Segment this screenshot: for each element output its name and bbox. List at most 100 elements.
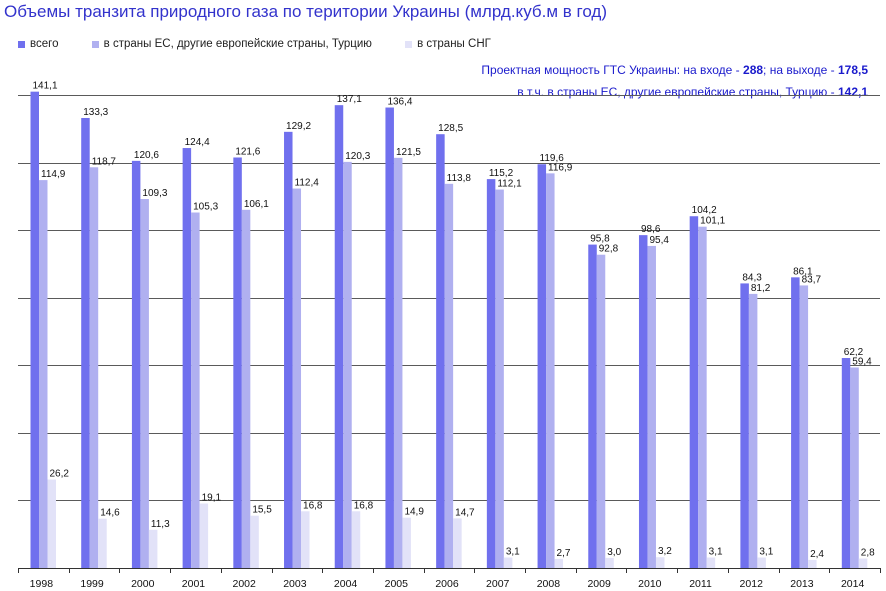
- x-tick-label: 2005: [385, 578, 409, 590]
- bar: [453, 518, 462, 568]
- bar: [292, 188, 302, 569]
- x-tick-label: 2001: [182, 578, 206, 590]
- bar: [655, 557, 665, 568]
- x-tick-label: 2008: [537, 578, 561, 590]
- legend-swatch-eu: [91, 40, 99, 48]
- bar: [808, 559, 817, 568]
- data-label: 118,7: [92, 156, 117, 167]
- bar: [89, 167, 99, 568]
- bar: [554, 558, 564, 568]
- data-label: 11,3: [151, 519, 170, 530]
- bar: [858, 558, 868, 568]
- data-label: 84,3: [742, 272, 762, 283]
- data-label: 2,8: [861, 548, 875, 559]
- bar: [850, 367, 859, 568]
- data-label: 3,2: [658, 546, 672, 557]
- bar: [98, 518, 107, 568]
- legend-item-eu: в страны ЕС, другие европейские страны, …: [91, 38, 372, 50]
- x-tick-label: 2002: [232, 578, 256, 590]
- bar: [706, 557, 716, 568]
- data-label: 105,3: [193, 202, 218, 213]
- data-label: 19,1: [202, 493, 222, 504]
- bar: [131, 160, 141, 569]
- data-label: 95,8: [590, 234, 610, 245]
- bar: [182, 148, 192, 568]
- data-label: 112,1: [497, 179, 522, 190]
- data-label: 2,7: [557, 548, 571, 559]
- bar: [81, 117, 90, 569]
- data-label: 114,9: [41, 169, 66, 180]
- data-label: 120,6: [134, 150, 159, 161]
- x-tick-label: 2010: [638, 578, 662, 590]
- bar: [791, 277, 800, 568]
- data-label: 3,1: [506, 547, 520, 558]
- bar: [647, 245, 656, 568]
- data-label: 83,7: [802, 274, 822, 285]
- bar: [250, 515, 259, 568]
- data-label: 92,8: [599, 244, 619, 255]
- legend-swatch-cis: [405, 40, 413, 48]
- data-label: 112,4: [295, 178, 320, 189]
- data-label: 109,3: [142, 188, 167, 199]
- bar: [39, 180, 48, 568]
- legend-label-cis: в страны СНГ: [417, 38, 491, 50]
- bar: [757, 557, 766, 568]
- data-label: 116,9: [548, 162, 573, 173]
- data-label: 81,2: [751, 283, 771, 294]
- bar: [698, 226, 707, 568]
- data-label: 136,4: [387, 97, 412, 108]
- bar: [748, 293, 758, 568]
- bar: [402, 517, 411, 568]
- bar: [537, 164, 547, 568]
- data-label: 121,5: [396, 147, 421, 158]
- data-label: 137,1: [337, 94, 362, 105]
- data-label: 14,7: [455, 507, 475, 518]
- bar: [199, 503, 209, 568]
- capacity-note-line1: Проектная мощность ГТС Украины: на входе…: [481, 59, 868, 81]
- data-label: 104,2: [692, 205, 717, 216]
- bar: [30, 91, 39, 569]
- data-label: 129,2: [286, 121, 311, 132]
- x-tick-label: 2007: [486, 578, 510, 590]
- data-label: 124,4: [185, 137, 210, 148]
- x-tick-label: 2011: [689, 578, 712, 590]
- legend-item-total: всего: [18, 38, 58, 50]
- bar: [689, 216, 699, 568]
- bar: [596, 254, 606, 568]
- data-label: 101,1: [700, 216, 725, 227]
- bar: [233, 157, 242, 568]
- x-tick-label: 2009: [587, 578, 611, 590]
- bar: [351, 511, 361, 568]
- x-tick-label: 2014: [841, 578, 865, 590]
- data-label: 95,4: [649, 235, 669, 246]
- bar: [140, 199, 149, 569]
- legend: всего в страны ЕС, другие европейские ст…: [18, 38, 521, 51]
- bar: [486, 179, 496, 568]
- data-label: 3,0: [607, 547, 621, 558]
- legend-item-cis: в страны СНГ: [405, 38, 491, 50]
- data-label: 15,5: [252, 505, 272, 516]
- bar: [799, 285, 809, 568]
- data-label: 16,8: [303, 500, 323, 511]
- data-label: 62,2: [844, 347, 864, 358]
- data-label: 98,6: [641, 224, 661, 235]
- data-label: 115,2: [489, 168, 514, 179]
- data-label: 3,1: [759, 547, 773, 558]
- data-label: 26,2: [50, 469, 70, 480]
- x-tick-label: 2012: [740, 578, 764, 590]
- data-label: 86,1: [793, 266, 813, 277]
- bar: [588, 244, 597, 568]
- bar: [393, 157, 403, 568]
- bar: [605, 557, 614, 568]
- x-tick-label: 2000: [131, 578, 155, 590]
- data-label: 128,5: [438, 123, 463, 134]
- note-line1-prefix: Проектная мощность ГТС Украины: на входе…: [481, 63, 744, 77]
- bar: [241, 209, 251, 569]
- chart-title: Объемы транзита природного газа по терит…: [4, 2, 607, 21]
- x-tick-label: 1999: [80, 578, 104, 590]
- bar: [546, 173, 555, 568]
- x-tick-label: 2006: [435, 578, 459, 590]
- note-input-capacity: 288: [743, 63, 764, 77]
- bar: [284, 131, 293, 568]
- x-tick-label: 2004: [334, 578, 358, 590]
